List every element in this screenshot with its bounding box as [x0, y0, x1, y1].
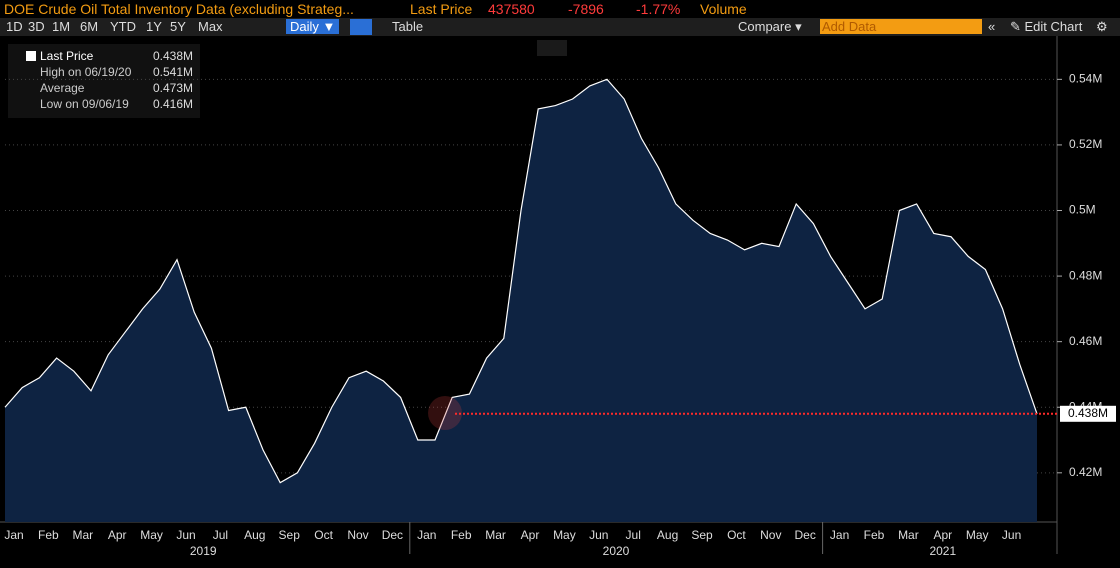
chart: Last Price 0.438M High on 06/19/20 0.541M Av… [0, 36, 1116, 558]
last-value-box [1060, 405, 1116, 422]
frequency-button[interactable]: Daily ▼ [286, 19, 340, 34]
x-tick-label: Dec [382, 528, 403, 542]
x-tick-label: Apr [521, 528, 540, 542]
price-line [4, 78, 1038, 484]
table-button[interactable]: Table [392, 19, 424, 34]
last-value-label: 0.438M [1068, 406, 1108, 420]
volume: Volume [700, 1, 747, 17]
x-tick-label: Oct [314, 528, 333, 542]
x-tick-label: Jan [830, 528, 849, 542]
year-label: 2020 [603, 544, 630, 558]
title-bar: DOE Crude Oil Total Inventory Data (excl… [0, 0, 1120, 18]
legend-panel [8, 44, 200, 118]
legend-value: 0.416M [153, 97, 193, 111]
y-tick-label: 0.5M [1069, 203, 1096, 217]
crosshair-marker [428, 396, 462, 430]
x-tick-label: Apr [108, 528, 127, 542]
legend-label: Low on 09/06/19 [40, 97, 129, 111]
y-tick-label: 0.46M [1069, 334, 1102, 348]
y-tick-label: 0.48M [1069, 268, 1102, 282]
year-label: 2019 [190, 544, 217, 558]
x-tick-label: Feb [864, 528, 885, 542]
area-fill [5, 79, 1037, 523]
x-tick-label: Jul [626, 528, 641, 542]
security-title: DOE Crude Oil Total Inventory Data (excl… [4, 1, 354, 17]
x-tick-label: Sep [691, 528, 713, 542]
legend-label: Average [40, 81, 85, 95]
legend-value: 0.473M [153, 81, 193, 95]
x-tick-label: Mar [898, 528, 919, 542]
y-tick-label: 0.54M [1069, 72, 1102, 86]
range-button[interactable]: 1Y [146, 19, 162, 34]
edit-chart-button[interactable]: ✎ Edit Chart [1010, 19, 1083, 34]
x-tick-label: Mar [72, 528, 93, 542]
legend-label: Last Price [40, 49, 94, 63]
year-label: 2021 [929, 544, 956, 558]
add-data-input[interactable]: Add Data [820, 19, 982, 34]
last-price: 437580 [488, 1, 535, 17]
chart-menu[interactable] [537, 40, 567, 56]
range-button[interactable]: 3D [28, 19, 45, 34]
edit-chart-label: Edit Chart [1024, 19, 1083, 34]
x-tick-label: Feb [451, 528, 472, 542]
x-tick-label: Oct [727, 528, 746, 542]
range-button[interactable]: YTD [110, 19, 136, 34]
range-button[interactable]: 6M [80, 19, 99, 34]
x-tick-label: Mar [485, 528, 506, 542]
range-button[interactable]: 5Y [170, 19, 186, 34]
x-tick-label: Dec [795, 528, 816, 542]
x-tick-label: May [140, 528, 163, 542]
x-tick-label: May [553, 528, 576, 542]
compare-button[interactable]: Compare ▾ [738, 19, 802, 34]
range-button[interactable]: 1D [6, 19, 23, 34]
y-tick-label: 0.52M [1069, 137, 1102, 151]
range-button[interactable]: Max [198, 19, 223, 34]
legend-value: 0.541M [153, 65, 193, 79]
x-tick-label: Nov [347, 528, 368, 542]
x-tick-label: Sep [279, 528, 301, 542]
x-tick-label: Nov [760, 528, 781, 542]
x-tick-label: Jan [4, 528, 23, 542]
collapse-button[interactable]: « [988, 19, 996, 34]
change-pct: -1.77% [636, 1, 681, 17]
legend-label: High on 06/19/20 [40, 65, 132, 79]
last-price-label: Last Price [410, 1, 473, 17]
x-tick-label: Jun [589, 528, 608, 542]
x-tick-label: Apr [933, 528, 952, 542]
x-tick-label: Jul [213, 528, 228, 542]
range-button[interactable]: 1M [52, 19, 71, 34]
x-tick-label: Jun [176, 528, 195, 542]
x-tick-label: Aug [657, 528, 678, 542]
x-tick-label: Aug [244, 528, 265, 542]
x-tick-label: Jan [417, 528, 436, 542]
x-tick-label: May [966, 528, 989, 542]
legend-swatch [26, 51, 36, 61]
chart-type-button[interactable] [350, 19, 372, 35]
x-tick-label: Jun [1002, 528, 1021, 542]
legend-value: 0.438M [153, 49, 193, 63]
y-tick-label: 0.42M [1069, 465, 1102, 479]
change: -7896 [568, 1, 604, 17]
settings-button[interactable]: ⚙ [1096, 19, 1108, 34]
x-tick-label: Feb [38, 528, 59, 542]
